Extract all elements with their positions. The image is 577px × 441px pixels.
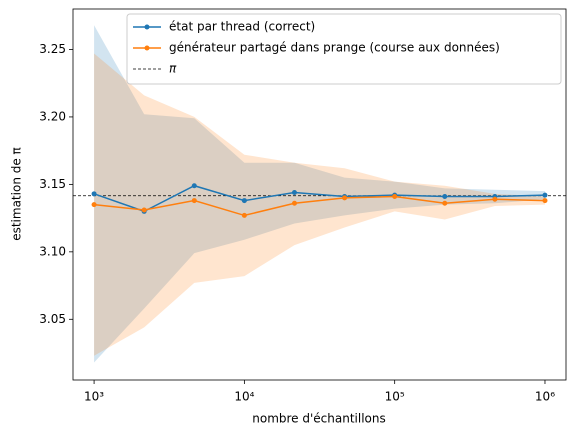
data-point — [542, 192, 548, 198]
legend-marker — [144, 45, 150, 51]
x-axis-label: nombre d'échantillons — [252, 412, 386, 426]
series-line — [93, 184, 545, 213]
legend-box — [126, 13, 562, 85]
data-point — [241, 212, 247, 218]
data-point — [241, 198, 247, 204]
y-tick-label: 3.20 — [39, 109, 66, 123]
legend-label: générateur partagé dans prange (course a… — [169, 41, 500, 55]
data-point — [442, 194, 448, 200]
data-point — [492, 196, 498, 202]
confidence-band — [94, 53, 545, 356]
legend-label: π — [169, 62, 177, 76]
y-tick-label: 3.05 — [39, 312, 66, 326]
data-point — [442, 200, 448, 206]
data-point — [141, 207, 147, 213]
plot-frame — [72, 8, 567, 381]
data-point — [91, 202, 97, 208]
data-point — [91, 191, 97, 197]
series-line — [94, 195, 545, 217]
data-point — [542, 198, 548, 204]
x-tick-label: 10⁵ — [385, 390, 405, 404]
legend: état par thread (correct) générateur part… — [126, 13, 562, 85]
y-tick-label: 3.10 — [39, 244, 66, 258]
x-tick-label: 10⁶ — [535, 390, 555, 404]
y-axis-label: estimation de π — [10, 147, 24, 241]
y-tick-label: 3.15 — [39, 177, 66, 191]
legend-label: état par thread (correct) — [169, 20, 315, 34]
data-point — [191, 183, 197, 189]
legend-marker — [144, 24, 150, 30]
x-tick-label: 10³ — [84, 390, 104, 404]
data-point — [291, 200, 297, 206]
data-point — [291, 189, 297, 195]
y-tick-label: 3.25 — [39, 42, 66, 56]
data-point — [191, 198, 197, 204]
x-tick-label: 10⁴ — [234, 390, 254, 404]
data-point — [392, 194, 398, 200]
data-point — [342, 195, 348, 201]
